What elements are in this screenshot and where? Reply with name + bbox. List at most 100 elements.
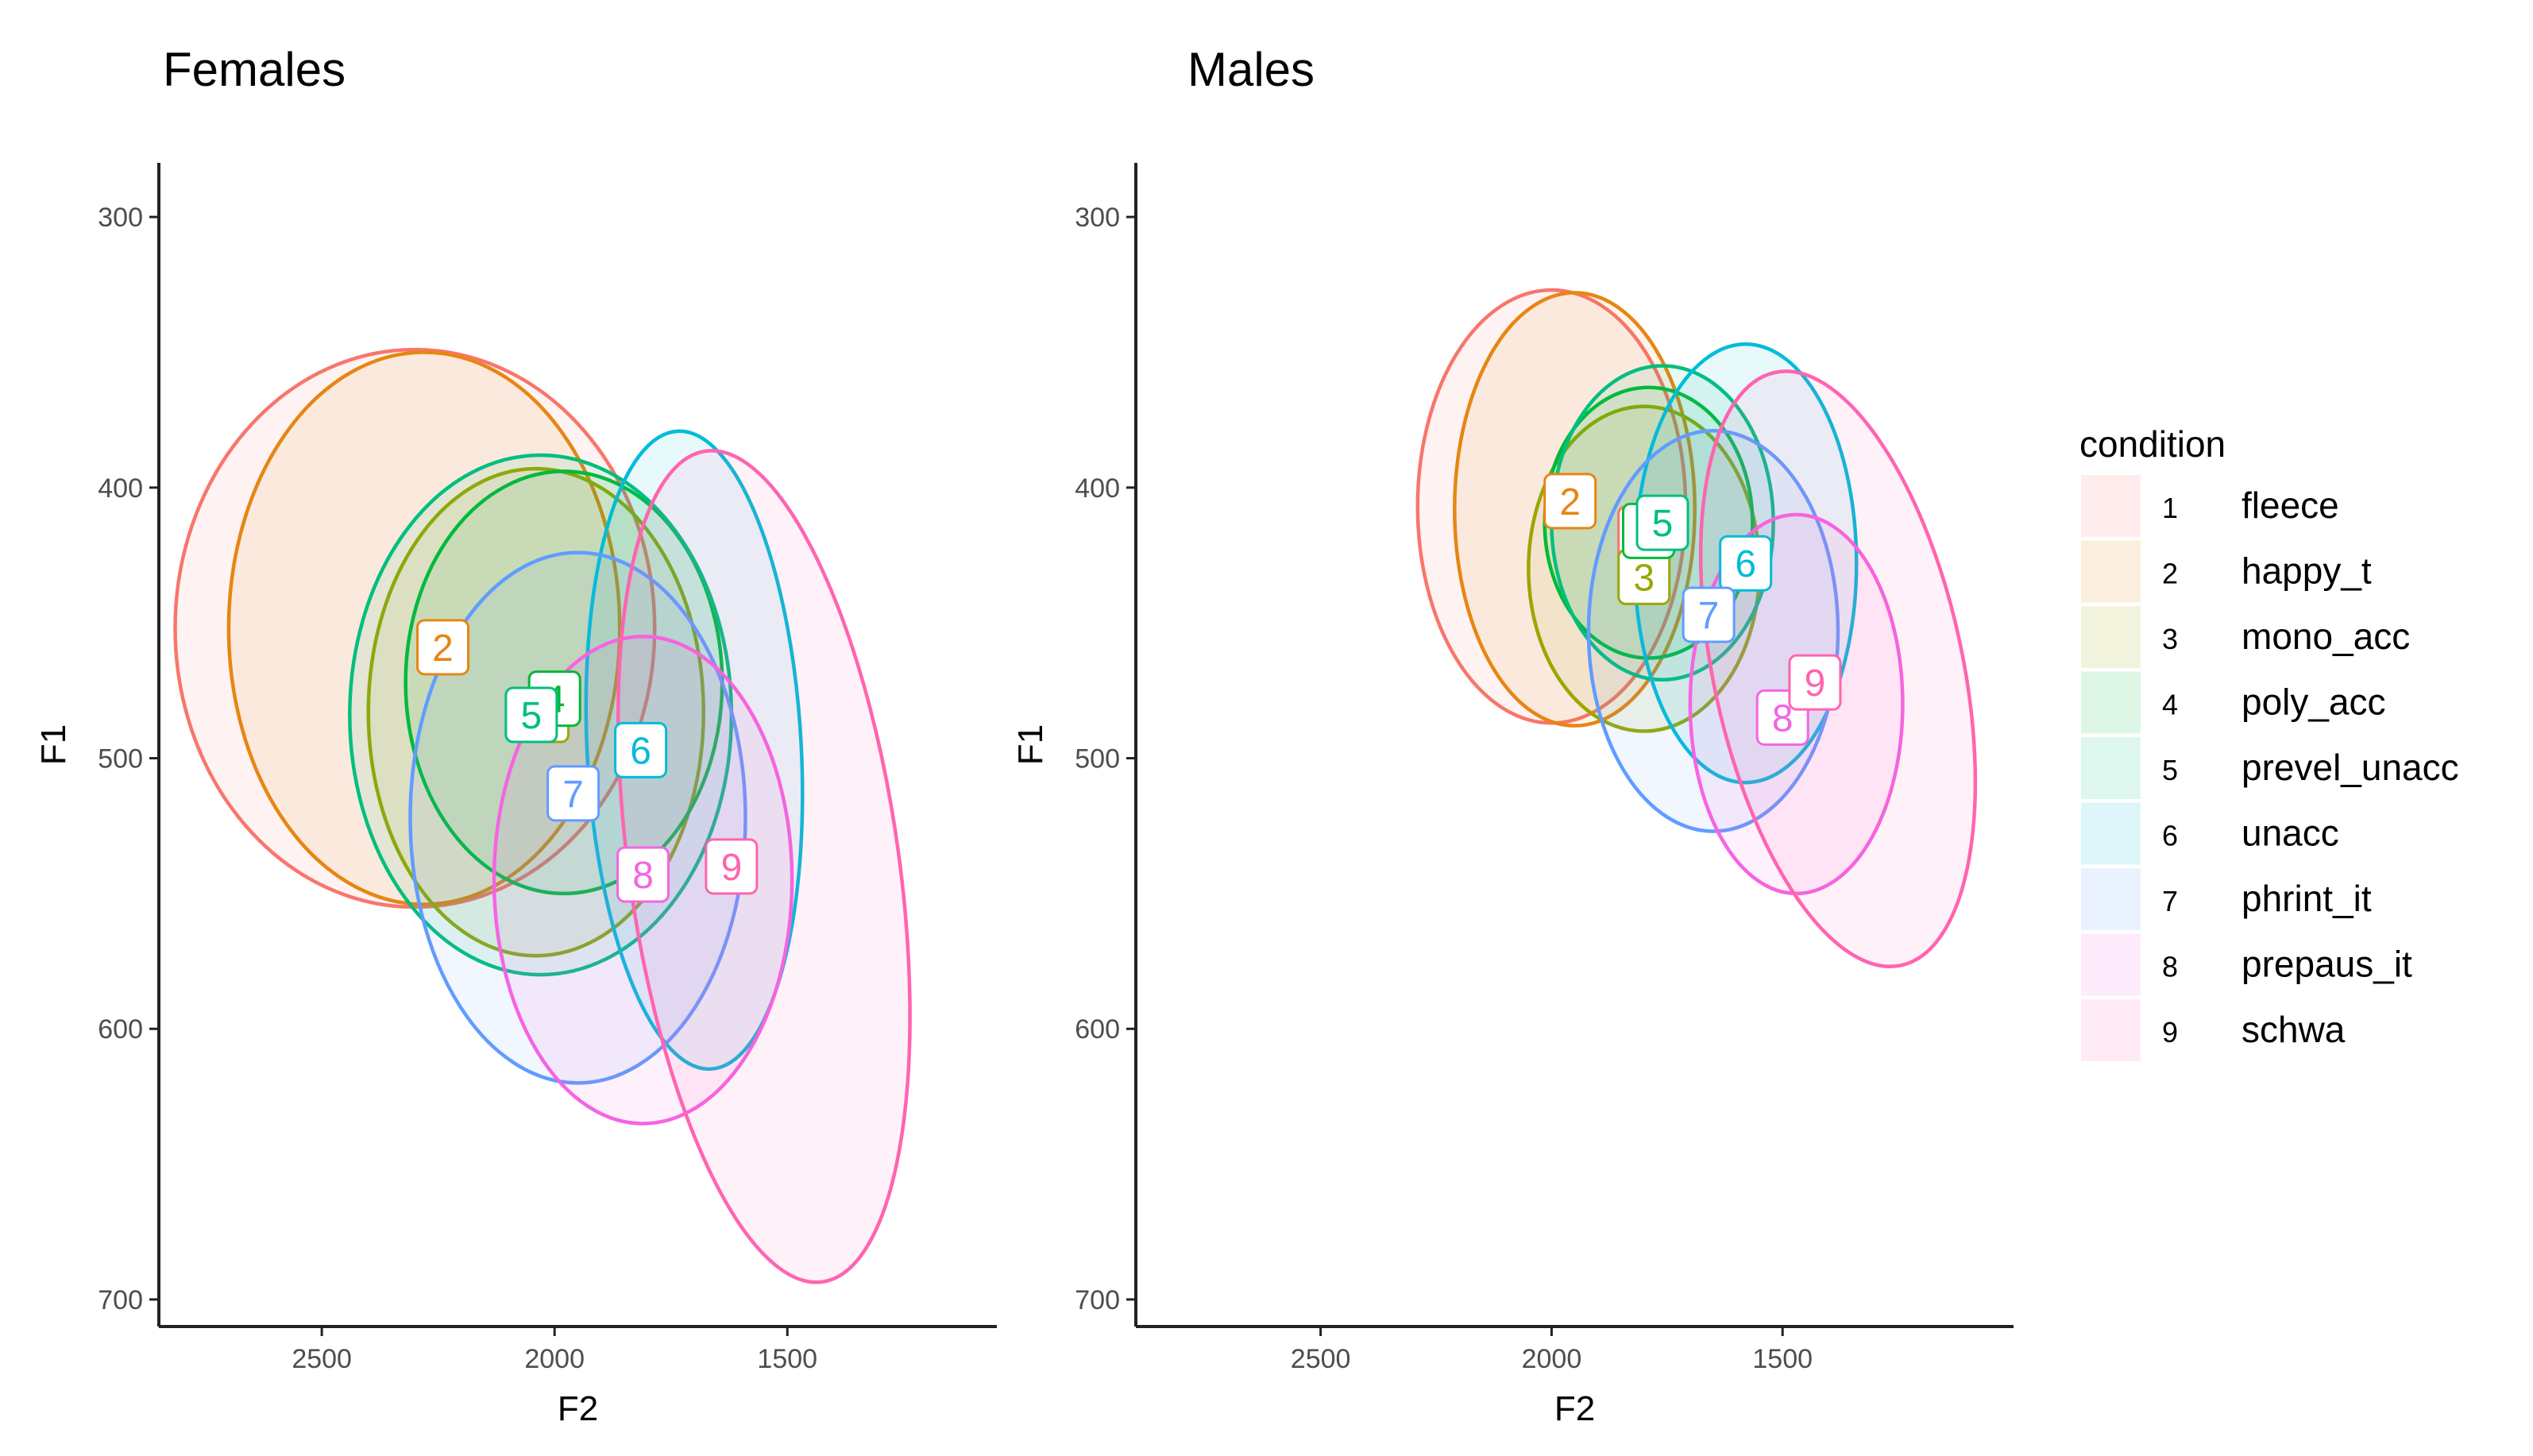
legend-key: 5 xyxy=(2162,754,2178,786)
legend-swatch xyxy=(2081,933,2141,996)
legend-key: 8 xyxy=(2162,951,2178,983)
legend-label: happy_t xyxy=(2241,550,2372,592)
y-tick-label: 500 xyxy=(1075,744,1120,774)
legend-swatch xyxy=(2081,737,2141,799)
y-tick-label: 600 xyxy=(98,1014,143,1045)
label-box xyxy=(1635,494,1689,551)
panel-females: Females300400500600700250020001500F2F112… xyxy=(34,43,997,1428)
label-box xyxy=(616,846,670,903)
legend-item-poly_acc: 4 poly_acc xyxy=(2081,671,2386,734)
label-text: 2 xyxy=(432,628,454,670)
legend-key: 6 xyxy=(2162,820,2178,852)
label-text: 5 xyxy=(521,695,543,737)
legend-label: fleece xyxy=(2241,485,2339,526)
label-prepaus_it: 8 xyxy=(616,846,670,903)
y-tick-label: 400 xyxy=(1075,473,1120,504)
legend-swatch xyxy=(2081,475,2141,537)
label-text: 7 xyxy=(562,774,584,816)
label-text: 8 xyxy=(632,855,654,897)
legend-item-mono_acc: 3 mono_acc xyxy=(2081,606,2410,668)
y-tick-label: 500 xyxy=(98,744,143,774)
legend-item-fleece: 1 fleece xyxy=(2081,475,2339,537)
legend-swatch xyxy=(2081,606,2141,668)
label-text: 5 xyxy=(1652,503,1674,545)
label-text: 9 xyxy=(721,847,743,889)
ellipse-layer xyxy=(173,347,912,1284)
label-text: 2 xyxy=(1559,481,1581,523)
x-tick-label: 2000 xyxy=(1522,1344,1582,1374)
ellipse-unacc xyxy=(584,429,805,1072)
label-happy_t: 2 xyxy=(1543,473,1597,530)
label-schwa: 9 xyxy=(705,838,759,895)
legend-item-prevel_unacc: 5 prevel_unacc xyxy=(2081,737,2459,799)
label-unacc: 6 xyxy=(1719,535,1773,592)
x-axis-label: F2 xyxy=(1554,1389,1595,1428)
legend-key: 4 xyxy=(2162,689,2178,721)
legend-key: 3 xyxy=(2162,623,2178,655)
legend-label: prepaus_it xyxy=(2241,944,2412,985)
label-text: 6 xyxy=(1735,543,1756,585)
legend-key: 2 xyxy=(2162,558,2178,590)
label-box xyxy=(705,838,759,895)
y-axis-label: F1 xyxy=(1011,724,1050,765)
panel-title: Males xyxy=(1187,43,1315,96)
label-phrint_it: 7 xyxy=(546,765,600,822)
label-phrint_it: 7 xyxy=(1682,586,1736,643)
label-box xyxy=(546,765,600,822)
label-box xyxy=(504,686,558,743)
x-tick-label: 2500 xyxy=(1291,1344,1351,1374)
label-prevel_unacc: 5 xyxy=(504,686,558,743)
x-axis-label: F2 xyxy=(558,1389,598,1428)
legend-key: 9 xyxy=(2162,1016,2178,1049)
y-axis-label: F1 xyxy=(34,724,73,765)
legend-label: prevel_unacc xyxy=(2241,747,2459,788)
label-schwa: 9 xyxy=(1788,654,1842,711)
legend-label: mono_acc xyxy=(2241,616,2410,657)
panel-males: Males300400500600700250020001500F2F11234… xyxy=(1011,43,2014,1428)
legend-item-unacc: 6 unacc xyxy=(2081,802,2339,865)
legend-label: unacc xyxy=(2241,813,2339,854)
legend-item-prepaus_it: 8 prepaus_it xyxy=(2081,933,2412,996)
y-tick-label: 700 xyxy=(98,1285,143,1315)
legend-swatch xyxy=(2081,999,2141,1061)
label-box xyxy=(416,619,470,676)
y-tick-label: 700 xyxy=(1075,1285,1120,1315)
label-unacc: 6 xyxy=(614,721,668,778)
ellipse-fleece xyxy=(173,347,657,910)
x-tick-label: 1500 xyxy=(757,1344,817,1374)
label-box xyxy=(1788,654,1842,711)
legend-swatch xyxy=(2081,868,2141,930)
label-layer: 123456789 xyxy=(416,619,759,903)
y-tick-label: 400 xyxy=(98,473,143,504)
label-text: 3 xyxy=(1633,557,1655,599)
label-box xyxy=(1543,473,1597,530)
y-tick-label: 300 xyxy=(98,203,143,233)
label-box xyxy=(1719,535,1773,592)
x-tick-label: 2000 xyxy=(524,1344,585,1374)
panel-title: Females xyxy=(163,43,346,96)
legend-key: 7 xyxy=(2162,885,2178,917)
label-happy_t: 2 xyxy=(416,619,470,676)
legend-item-phrint_it: 7 phrint_it xyxy=(2081,868,2372,930)
label-prevel_unacc: 5 xyxy=(1635,494,1689,551)
legend-swatch xyxy=(2081,802,2141,865)
label-text: 7 xyxy=(1698,595,1720,637)
legend-label: poly_acc xyxy=(2241,682,2386,723)
legend-label: phrint_it xyxy=(2241,878,2372,919)
label-layer: 123456789 xyxy=(1543,473,1842,746)
legend-key: 1 xyxy=(2162,492,2178,524)
x-tick-label: 2500 xyxy=(292,1344,352,1374)
label-text: 6 xyxy=(630,730,651,772)
label-box xyxy=(1682,586,1736,643)
label-text: 9 xyxy=(1805,662,1826,705)
legend-item-happy_t: 2 happy_t xyxy=(2081,540,2372,603)
legend: condition 1 fleece 2 happy_t 3 mono_acc 4 poly_a… xyxy=(2079,423,2459,1061)
legend-swatch xyxy=(2081,540,2141,603)
y-tick-label: 300 xyxy=(1075,203,1120,233)
y-tick-label: 600 xyxy=(1075,1014,1120,1045)
legend-swatch xyxy=(2081,671,2141,734)
legend-title: condition xyxy=(2079,423,2226,465)
x-tick-label: 1500 xyxy=(1752,1344,1813,1374)
